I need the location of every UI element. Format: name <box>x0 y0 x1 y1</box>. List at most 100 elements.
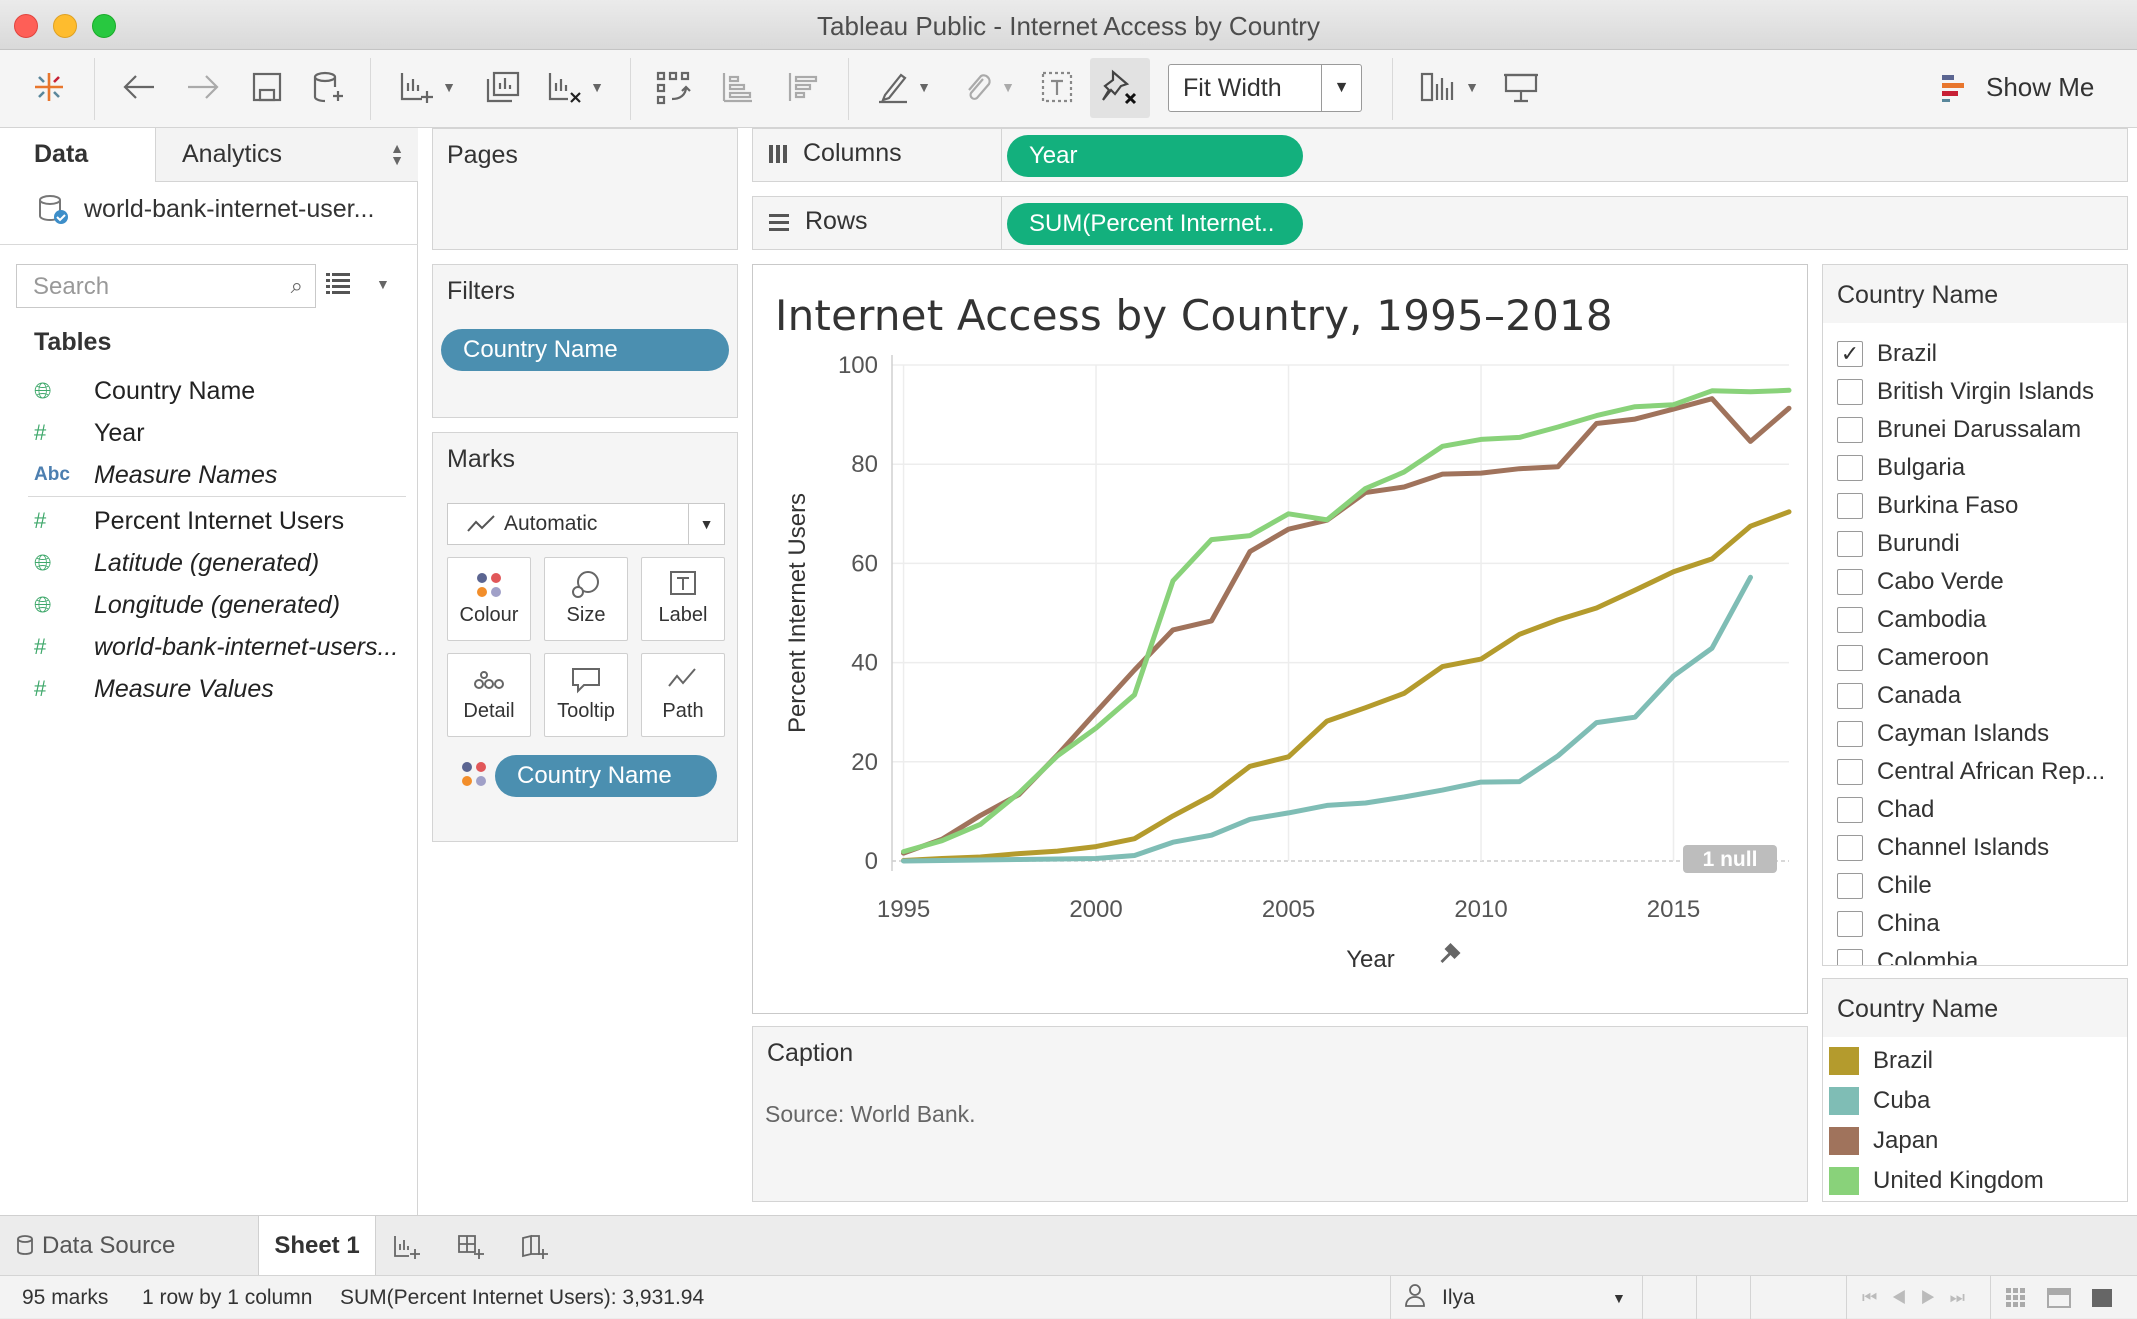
filter-item[interactable]: Brunei Darussalam <box>1837 413 2081 447</box>
filter-item[interactable]: Bulgaria <box>1837 451 1965 485</box>
duplicate-sheet-icon[interactable] <box>480 64 526 110</box>
filter-item[interactable]: Chad <box>1837 793 1934 827</box>
field-country-name[interactable]: 🌐︎ Country Name <box>34 372 255 410</box>
forward-arrow-icon[interactable] <box>180 64 226 110</box>
list-view-icon[interactable] <box>324 270 352 296</box>
checkbox[interactable] <box>1837 721 1863 747</box>
detail-button[interactable]: Detail <box>447 653 531 737</box>
new-dashboard-tab-icon[interactable] <box>456 1216 496 1276</box>
filter-item[interactable]: Chile <box>1837 869 1932 903</box>
checkbox[interactable] <box>1837 797 1863 823</box>
checkbox[interactable]: ✓ <box>1837 341 1863 367</box>
tab-analytics[interactable]: Analytics ▲ ▼ <box>155 128 418 182</box>
fix-axes-pin-icon[interactable] <box>1096 64 1142 110</box>
checkbox[interactable] <box>1837 379 1863 405</box>
checkbox[interactable] <box>1837 911 1863 937</box>
checkbox[interactable] <box>1837 645 1863 671</box>
swap-rows-columns-icon[interactable] <box>650 64 696 110</box>
new-story-tab-icon[interactable] <box>520 1216 560 1276</box>
sort-descending-icon[interactable] <box>780 64 826 110</box>
close-window-button[interactable] <box>14 14 38 38</box>
back-arrow-icon[interactable] <box>116 64 162 110</box>
legend-item-japan[interactable]: Japan <box>1829 1125 1938 1157</box>
search-input[interactable]: Search ⌕ <box>16 264 316 308</box>
show-cards-icon[interactable]: ▼ <box>1414 64 1484 110</box>
presentation-mode-icon[interactable] <box>1498 64 1544 110</box>
filter-item[interactable]: Burundi <box>1837 527 1960 561</box>
size-button[interactable]: Size <box>544 557 628 641</box>
pages-shelf[interactable]: Pages <box>432 128 738 250</box>
field-latitude[interactable]: 🌐︎ Latitude (generated) <box>34 544 319 582</box>
path-button[interactable]: Path <box>641 653 725 737</box>
legend-swatch <box>1829 1167 1859 1195</box>
user-name[interactable]: Ilya <box>1442 1286 1475 1309</box>
rows-pill-percent[interactable]: SUM(Percent Internet.. <box>1007 203 1303 245</box>
checkbox[interactable] <box>1837 607 1863 633</box>
checkbox[interactable] <box>1837 569 1863 595</box>
filter-item[interactable]: Channel Islands <box>1837 831 2049 865</box>
highlight-pen-icon[interactable]: ▼ <box>868 64 938 110</box>
filter-item[interactable]: Cameroon <box>1837 641 1989 675</box>
new-worksheet-tab-icon[interactable] <box>392 1216 432 1276</box>
columns-shelf[interactable]: Columns Year <box>752 128 2128 182</box>
filter-pill-country-name[interactable]: Country Name <box>441 329 729 371</box>
new-datasource-icon[interactable] <box>306 64 352 110</box>
filter-item[interactable]: Cayman Islands <box>1837 717 2049 751</box>
tooltip-button[interactable]: Tooltip <box>544 653 628 737</box>
sort-ascending-icon[interactable] <box>714 64 760 110</box>
minimize-window-button[interactable] <box>53 14 77 38</box>
clear-sheet-icon[interactable]: ▼ <box>540 64 610 110</box>
chevron-down-icon[interactable]: ▼ <box>376 276 390 292</box>
field-measure-names[interactable]: Abc Measure Names <box>34 456 277 494</box>
legend-item-united-kingdom[interactable]: United Kingdom <box>1829 1165 2044 1197</box>
checkbox[interactable] <box>1837 835 1863 861</box>
mark-type-dropdown[interactable]: Automatic ▼ <box>447 503 725 545</box>
group-members-icon[interactable]: ▼ <box>952 64 1022 110</box>
field-year[interactable]: # Year <box>34 414 145 452</box>
filter-item[interactable]: Colombia <box>1837 945 1978 965</box>
datasource-item[interactable]: world-bank-internet-user... <box>36 192 374 226</box>
tab-data[interactable]: Data <box>34 140 89 168</box>
legend-item-brazil[interactable]: Brazil <box>1829 1045 1933 1077</box>
colour-button[interactable]: Colour <box>447 557 531 641</box>
legend-item-cuba[interactable]: Cuba <box>1829 1085 1930 1117</box>
show-me-button[interactable]: Show Me <box>1940 72 2094 103</box>
checkbox[interactable] <box>1837 949 1863 965</box>
filter-item[interactable]: British Virgin Islands <box>1837 375 2094 409</box>
filter-item[interactable]: Cabo Verde <box>1837 565 2004 599</box>
filter-item[interactable]: China <box>1837 907 1940 941</box>
checkbox[interactable] <box>1837 455 1863 481</box>
filter-item[interactable]: Central African Rep... <box>1837 755 2105 789</box>
filter-item[interactable]: ✓ Brazil <box>1837 337 1937 371</box>
show-mark-labels-icon[interactable] <box>1034 64 1080 110</box>
label-button[interactable]: Label <box>641 557 725 641</box>
checkbox[interactable] <box>1837 531 1863 557</box>
colour-pill-country-name[interactable]: Country Name <box>495 755 717 797</box>
line-chart[interactable]: 0 20 40 60 80 100 1995 2000 2005 2010 2015 Percent … <box>753 265 1807 1013</box>
page-navigation-icons[interactable]: ⏮◀▶⏭ <box>1862 1288 1979 1307</box>
rows-shelf[interactable]: Rows SUM(Percent Internet.. <box>752 196 2128 250</box>
chevron-down-icon[interactable]: ▼ <box>1612 1290 1626 1306</box>
field-percent-internet-users[interactable]: # Percent Internet Users <box>34 502 344 540</box>
filter-item[interactable]: Burkina Faso <box>1837 489 2018 523</box>
checkbox[interactable] <box>1837 417 1863 443</box>
tab-data-source[interactable]: Data Source <box>16 1216 175 1276</box>
tab-sheet-1[interactable]: Sheet 1 <box>258 1216 376 1276</box>
fit-dropdown[interactable]: Fit Width ▼ <box>1168 64 1362 112</box>
field-longitude[interactable]: 🌐︎ Longitude (generated) <box>34 586 340 624</box>
checkbox[interactable] <box>1837 683 1863 709</box>
filter-item[interactable]: Cambodia <box>1837 603 1986 637</box>
zoom-window-button[interactable] <box>92 14 116 38</box>
tableau-logo-icon[interactable] <box>26 64 72 110</box>
filters-shelf[interactable]: Filters Country Name <box>432 264 738 418</box>
field-record-count[interactable]: # world-bank-internet-users... <box>34 628 398 666</box>
checkbox[interactable] <box>1837 759 1863 785</box>
columns-pill-year[interactable]: Year <box>1007 135 1303 177</box>
new-worksheet-icon[interactable]: ▼ <box>392 64 462 110</box>
checkbox[interactable] <box>1837 493 1863 519</box>
view-mode-icons[interactable] <box>2004 1286 2124 1316</box>
save-icon[interactable] <box>244 64 290 110</box>
field-measure-values[interactable]: # Measure Values <box>34 670 274 708</box>
checkbox[interactable] <box>1837 873 1863 899</box>
filter-item[interactable]: Canada <box>1837 679 1961 713</box>
